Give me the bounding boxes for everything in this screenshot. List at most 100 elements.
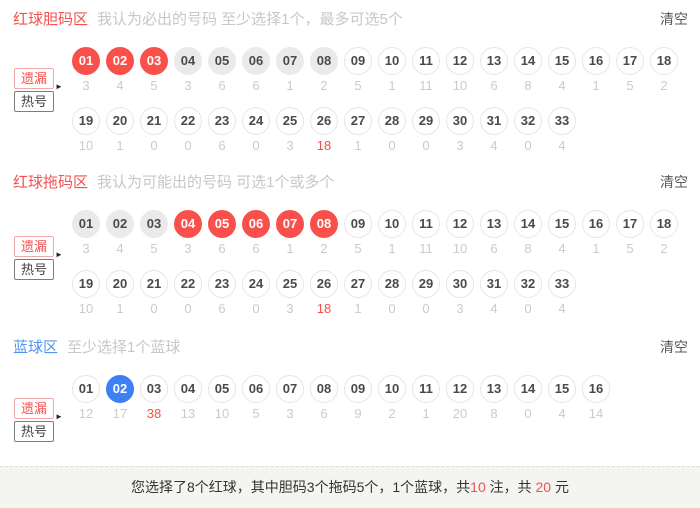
ball-30[interactable]: 30 [446,107,474,135]
ball-22[interactable]: 22 [174,270,202,298]
ball-04[interactable]: 04 [174,210,202,238]
ball-grid: 01 02 03 04 05 06 07 08 09 10 11 12 13 14 15 16 17 18 3 4 5 3… [0,47,700,153]
ball-14[interactable]: 14 [514,210,542,238]
ball-32[interactable]: 32 [514,107,542,135]
omission-stat: 5 [626,241,634,256]
ball-21[interactable]: 21 [140,270,168,298]
ball-25[interactable]: 25 [276,270,304,298]
omission-stat: 8 [524,241,532,256]
ball-01[interactable]: 01 [72,47,100,75]
hot-tab[interactable]: 热号 [14,259,54,280]
ball-06[interactable]: 06 [242,375,270,403]
ball-15[interactable]: 15 [548,47,576,75]
omission-stat: 0 [150,138,158,153]
ball-08[interactable]: 08 [310,210,338,238]
omission-stat: 6 [218,241,226,256]
ball-12[interactable]: 12 [446,210,474,238]
ball-10[interactable]: 10 [378,47,406,75]
ball-09[interactable]: 09 [344,210,372,238]
ball-28[interactable]: 28 [378,107,406,135]
ball-05[interactable]: 05 [208,210,236,238]
clear-button[interactable]: 清空 [660,339,688,355]
ball-18[interactable]: 18 [650,47,678,75]
ball-07[interactable]: 07 [276,375,304,403]
ball-01[interactable]: 01 [72,375,100,403]
ball-15[interactable]: 15 [548,375,576,403]
ball-02[interactable]: 02 [106,375,134,403]
ball-grid: 01 02 03 04 05 06 07 08 09 10 11 12 13 14 15 16 12 17 38 13… [0,375,700,421]
ball-14[interactable]: 14 [514,375,542,403]
ball-23[interactable]: 23 [208,107,236,135]
ball-10[interactable]: 10 [378,210,406,238]
ball-03[interactable]: 03 [140,47,168,75]
omission-stat: 0 [252,301,260,316]
ball-02[interactable]: 02 [106,47,134,75]
omission-stat: 38 [146,406,162,421]
ball-14[interactable]: 14 [514,47,542,75]
ball-20[interactable]: 20 [106,270,134,298]
ball-04: 04 [174,47,202,75]
ball-09[interactable]: 09 [344,375,372,403]
ball-24[interactable]: 24 [242,107,270,135]
ball-17[interactable]: 17 [616,210,644,238]
ball-16[interactable]: 16 [582,210,610,238]
ball-07: 07 [276,47,304,75]
ball-31[interactable]: 31 [480,107,508,135]
ball-27[interactable]: 27 [344,270,372,298]
ball-16[interactable]: 16 [582,375,610,403]
ball-33[interactable]: 33 [548,270,576,298]
ball-03[interactable]: 03 [140,375,168,403]
clear-button[interactable]: 清空 [660,174,688,190]
omission-stat: 20 [452,406,468,421]
ball-04[interactable]: 04 [174,375,202,403]
omission-tab[interactable]: 遗漏 [14,236,54,257]
ball-12[interactable]: 12 [446,375,474,403]
ball-09[interactable]: 09 [344,47,372,75]
ball-29[interactable]: 29 [412,107,440,135]
ball-06[interactable]: 06 [242,210,270,238]
clear-button[interactable]: 清空 [660,11,688,27]
ball-13[interactable]: 13 [480,210,508,238]
ball-25[interactable]: 25 [276,107,304,135]
ball-30[interactable]: 30 [446,270,474,298]
ball-23[interactable]: 23 [208,270,236,298]
ball-27[interactable]: 27 [344,107,372,135]
omission-stat: 8 [490,406,498,421]
section-title: 红球胆码区 [13,11,89,28]
hot-tab[interactable]: 热号 [14,91,54,112]
ball-10[interactable]: 10 [378,375,406,403]
ball-22[interactable]: 22 [174,107,202,135]
ball-32[interactable]: 32 [514,270,542,298]
ball-31[interactable]: 31 [480,270,508,298]
ball-11[interactable]: 11 [412,47,440,75]
hot-tab[interactable]: 热号 [14,421,54,442]
ball-33[interactable]: 33 [548,107,576,135]
ball-13[interactable]: 13 [480,375,508,403]
ball-19[interactable]: 19 [72,107,100,135]
ball-24[interactable]: 24 [242,270,270,298]
ball-17[interactable]: 17 [616,47,644,75]
omission-tab[interactable]: 遗漏 [14,68,54,89]
ball-08[interactable]: 08 [310,375,338,403]
ball-19[interactable]: 19 [72,270,100,298]
ball-15[interactable]: 15 [548,210,576,238]
omission-stat: 2 [660,241,668,256]
ball-11[interactable]: 11 [412,375,440,403]
omission-tab[interactable]: 遗漏 [14,398,54,419]
ball-26[interactable]: 26 [310,107,338,135]
omission-stat: 2 [388,406,396,421]
ball-21[interactable]: 21 [140,107,168,135]
ball-13[interactable]: 13 [480,47,508,75]
omission-stat: 6 [218,301,226,316]
omission-stat: 1 [422,406,430,421]
ball-29[interactable]: 29 [412,270,440,298]
ball-28[interactable]: 28 [378,270,406,298]
ball-20[interactable]: 20 [106,107,134,135]
ball-16[interactable]: 16 [582,47,610,75]
ball-26[interactable]: 26 [310,270,338,298]
ball-11[interactable]: 11 [412,210,440,238]
ball-12[interactable]: 12 [446,47,474,75]
ball-18[interactable]: 18 [650,210,678,238]
ball-05[interactable]: 05 [208,375,236,403]
ball-07[interactable]: 07 [276,210,304,238]
